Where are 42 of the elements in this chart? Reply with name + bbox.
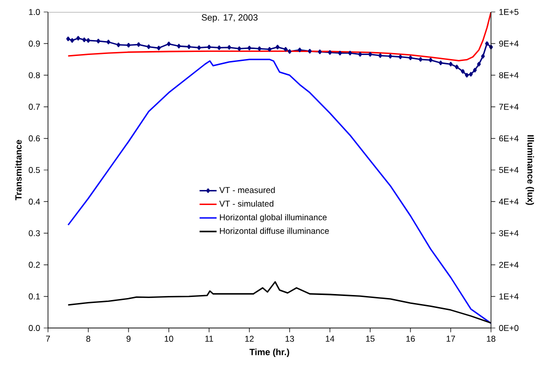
y2-tick-label: 2E+4 [499, 262, 519, 268]
chart-title: Sep. 17, 2003 [202, 14, 258, 22]
y-tick-label: 0.8 [28, 72, 40, 78]
x-tick-label: 16 [406, 336, 415, 342]
y2-tick-label: 1E+5 [499, 9, 518, 15]
x-tick-label: 15 [366, 336, 375, 342]
y2-axis-title: Illuminance (lux) [526, 135, 534, 205]
y-tick-label: 1.0 [29, 9, 40, 15]
x-tick-label: 11 [205, 336, 214, 342]
y-tick-label: 0.7 [28, 104, 40, 110]
y2-tick-label: 9E+4 [499, 40, 519, 47]
legend-label: Horizontal diffuse illuminance [220, 228, 329, 234]
x-tick-label: 9 [126, 336, 131, 342]
y2-tick-label: 8E+4 [499, 72, 519, 78]
legend-label: VT - simulated [219, 200, 274, 207]
y2-tick-label: 3E+4 [499, 230, 519, 236]
x-tick-label: 18 [486, 336, 496, 342]
x-tick-label: 14 [326, 336, 334, 342]
y2-tick-label: 5E+4 [499, 167, 519, 173]
x-tick-label: 7 [46, 336, 50, 342]
y-tick-label: 0.1 [28, 293, 40, 300]
x-axis-title: Time (hr.) [250, 348, 290, 357]
x-tick-label: 10 [164, 336, 174, 342]
x-tick-label: 17 [446, 336, 456, 342]
y2-tick-label: 0E+0 [499, 325, 518, 331]
y-tick-label: 0.6 [28, 135, 40, 142]
y2-tick-label: 6E+4 [499, 135, 519, 142]
x-tick-label: 8 [86, 336, 90, 342]
legend-label: Horizontal global illuminance [220, 214, 327, 222]
y-tick-label: 0.0 [28, 325, 40, 331]
y-tick-label: 0.4 [28, 198, 40, 205]
y-tick-label: 0.3 [28, 230, 40, 236]
y2-tick-label: 7E+4 [499, 104, 519, 110]
legend-label: VT - measured [219, 186, 275, 194]
y2-tick-label: 4E+4 [498, 198, 519, 205]
x-tick-label: 13 [286, 336, 294, 342]
y-tick-label: 0.9 [28, 40, 40, 47]
y-tick-label: 0.5 [28, 167, 40, 173]
y-tick-label: 0.2 [28, 262, 40, 268]
x-tick-label: 12 [245, 336, 254, 342]
y-axis-title: Transmittance [15, 140, 22, 200]
y2-tick-label: 1E+4 [499, 293, 519, 300]
